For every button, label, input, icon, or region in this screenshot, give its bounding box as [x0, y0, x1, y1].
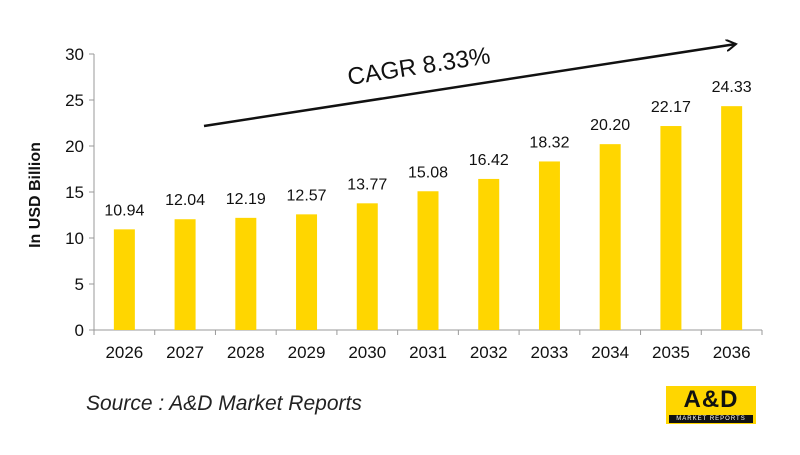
bar-value-label: 12.57: [287, 187, 327, 204]
bar-value-label: 10.94: [104, 202, 144, 219]
bar: [599, 144, 621, 330]
bar: [721, 106, 743, 330]
bar-value-label: 12.04: [165, 192, 205, 209]
bar-value-label: 18.32: [529, 134, 569, 151]
brand-logo: A&D MARKET REPORTS: [666, 386, 756, 424]
cagr-annotation: CAGR 8.33%: [346, 42, 492, 91]
bar: [356, 203, 378, 330]
y-tick-label: 15: [65, 183, 84, 202]
bar: [417, 191, 439, 330]
bar-value-label: 12.19: [226, 191, 266, 208]
x-tick-label: 2027: [166, 343, 204, 362]
x-tick-label: 2035: [652, 343, 690, 362]
bar: [235, 217, 257, 330]
bar: [478, 178, 500, 330]
bar-value-label: 24.33: [712, 79, 752, 96]
bar-value-label: 16.42: [469, 152, 509, 169]
y-axis-label: In USD Billion: [27, 142, 44, 248]
x-tick-label: 2028: [227, 343, 265, 362]
bar: [296, 214, 318, 330]
y-tick-label: 0: [75, 321, 84, 340]
y-tick-label: 5: [75, 275, 84, 294]
y-tick-label: 20: [65, 137, 84, 156]
bar-value-label: 22.17: [651, 99, 691, 116]
x-tick-label: 2033: [531, 343, 569, 362]
x-tick-label: 2026: [105, 343, 143, 362]
x-tick-label: 2036: [713, 343, 751, 362]
cagr-arrow: [203, 44, 736, 128]
x-tick-label: 2030: [348, 343, 386, 362]
y-tick-label: 30: [65, 45, 84, 64]
y-tick-label: 10: [65, 229, 84, 248]
y-axis: 0 5 10 15 20 25 30: [65, 45, 95, 340]
x-axis: 2026 2027 2028 2029 2030 2031 2032 2033 2034 2035…: [93, 329, 763, 362]
bar-value-label: 20.20: [590, 117, 630, 134]
source-caption: Source : A&D Market Reports: [86, 392, 362, 415]
x-tick-label: 2029: [288, 343, 326, 362]
bar-value-label: 15.08: [408, 164, 448, 181]
bar: [538, 161, 560, 330]
bar: [660, 126, 682, 330]
x-tick-label: 2034: [591, 343, 629, 362]
x-tick-label: 2032: [470, 343, 508, 362]
data-labels: 10.94 12.04 12.19 12.57 13.77 15.08 16.42 18.32…: [104, 79, 751, 219]
y-tick-label: 25: [65, 91, 84, 110]
bars: [113, 106, 743, 330]
logo-subtext: MARKET REPORTS: [669, 415, 753, 423]
logo-text: A&D: [683, 386, 739, 413]
x-tick-label: 2031: [409, 343, 447, 362]
bar: [113, 229, 135, 330]
bar: [174, 219, 196, 330]
bar-value-label: 13.77: [347, 176, 387, 193]
